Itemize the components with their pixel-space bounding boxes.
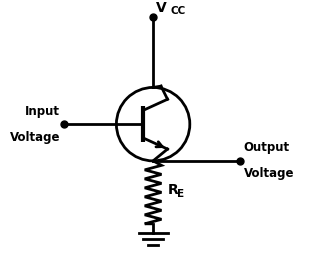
Text: V: V — [156, 1, 167, 15]
Text: Voltage: Voltage — [9, 131, 60, 144]
Text: CC: CC — [170, 6, 185, 16]
Text: E: E — [178, 189, 185, 199]
Text: Input: Input — [25, 105, 60, 118]
Text: R: R — [168, 183, 178, 197]
Text: Output: Output — [244, 141, 290, 154]
Text: Voltage: Voltage — [244, 167, 294, 180]
